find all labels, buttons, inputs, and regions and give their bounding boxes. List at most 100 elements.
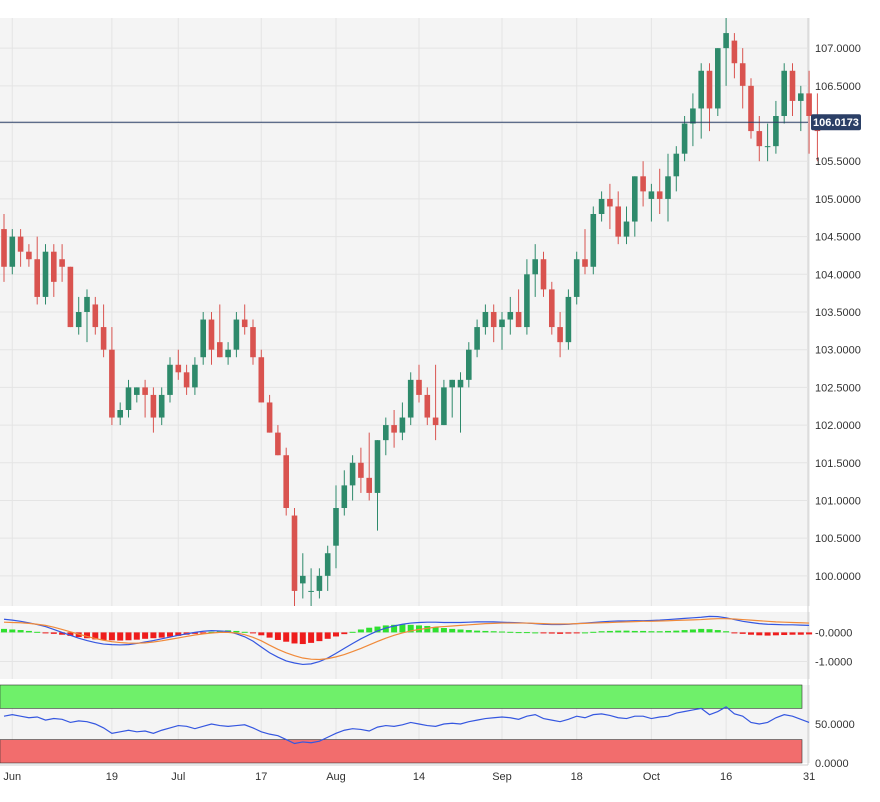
candle-body — [706, 70, 713, 109]
price-axis-tick-label: 106.5000 — [815, 81, 861, 93]
candle-body — [399, 417, 406, 433]
candle-body — [42, 251, 49, 297]
price-axis-tick-label: 100.0000 — [815, 571, 861, 583]
oscillator-histogram-bar — [806, 632, 813, 635]
oscillator-histogram-bar — [142, 632, 149, 639]
oscillator-histogram-bar — [739, 632, 746, 634]
time-axis-tick-label: 31 — [803, 771, 815, 783]
candle-body — [515, 312, 522, 328]
candle-body — [573, 259, 580, 297]
candle-body — [117, 410, 123, 418]
oscillator-histogram-bar — [391, 624, 398, 633]
oscillator-histogram-bar — [515, 632, 522, 634]
oscillator-histogram-bar — [274, 632, 281, 640]
candle-body — [366, 477, 372, 493]
oscillator-histogram-bar — [689, 629, 696, 633]
oscillator-histogram-bar — [532, 632, 539, 634]
price-axis-tick-label: 102.5000 — [815, 382, 861, 394]
candle-body — [125, 387, 132, 410]
rsi-series — [3, 706, 810, 745]
oscillator-histogram-bar — [299, 632, 306, 645]
oscillator-histogram-bar — [557, 632, 564, 634]
candle-body — [648, 191, 655, 199]
candle-body — [739, 63, 746, 86]
rsi-axis-tick-label: 50.0000 — [815, 719, 855, 731]
rsi-axis-tick-label: 0.0000 — [815, 758, 849, 770]
candle-body — [681, 123, 688, 154]
oscillator-histogram-bar — [440, 628, 447, 633]
oscillator-histogram-bar — [175, 632, 182, 636]
candle-body — [192, 364, 198, 388]
oscillator-histogram-bar — [673, 630, 680, 633]
candle-body — [92, 304, 99, 328]
candle-body — [217, 342, 223, 358]
time-axis-tick-label: 18 — [571, 771, 583, 783]
rsi-bands — [0, 684, 803, 764]
oscillator-histogram-bar — [781, 632, 788, 636]
price-axis-tick-label: 103.5000 — [815, 307, 861, 319]
oscillator-histogram-bar — [772, 632, 779, 636]
oscillator-histogram-bar — [167, 632, 173, 637]
candle-body — [549, 289, 555, 328]
candle-body — [507, 312, 514, 320]
oscillator-histogram-bar — [499, 631, 505, 633]
candlestick-series — [1, 18, 821, 606]
oscillator-histogram-bar — [374, 626, 381, 633]
rsi-oversold-band — [0, 739, 803, 764]
oscillator-histogram-bar — [216, 630, 223, 633]
oscillator-histogram-bar — [573, 632, 580, 634]
oscillator-histogram-bar — [133, 632, 140, 640]
time-axis-tick-label: Jun — [3, 771, 21, 783]
price-axis-tick-label: 105.5000 — [815, 156, 861, 168]
oscillator-histogram-bar — [432, 627, 439, 633]
candle-body — [59, 259, 65, 267]
candle-body — [183, 372, 190, 388]
current-price-badge: 106.0173 — [811, 114, 861, 131]
oscillator-histogram-bar — [67, 632, 74, 636]
price-axis-tick-label: 101.5000 — [815, 458, 861, 470]
oscillator-histogram-bar — [748, 632, 754, 635]
candle-body — [134, 387, 140, 395]
candle-body — [441, 387, 447, 426]
candle-body — [266, 402, 273, 433]
oscillator-histogram-bar — [449, 628, 456, 633]
oscillator-histogram-bar — [631, 630, 638, 633]
oscillator-histogram-bar — [92, 632, 99, 640]
candle-body — [715, 48, 721, 109]
oscillator-histogram-bar — [125, 632, 132, 641]
price-axis-labels: 100.0000 100.5000 101.0000 101.5000 102.0000… — [815, 43, 861, 583]
time-axis-tick-label: Oct — [643, 771, 660, 783]
oscillator-histogram-bar — [59, 632, 66, 635]
oscillator-histogram-bar — [590, 631, 597, 633]
oscillator-histogram-bar — [565, 632, 572, 634]
oscillator-histogram-bar — [316, 632, 323, 642]
candle-body — [241, 319, 248, 328]
oscillator-histogram-bar — [341, 632, 348, 635]
oscillator-histogram-bar — [482, 630, 489, 633]
oscillator-series — [1, 615, 813, 666]
oscillator-histogram-bar — [474, 630, 481, 633]
oscillator-histogram-bar — [640, 630, 647, 633]
price-axis-tick-label: 104.0000 — [815, 269, 861, 281]
candle-body — [391, 425, 397, 433]
candle-body — [499, 319, 505, 328]
oscillator-histogram-bar — [457, 629, 464, 633]
candle-body — [806, 93, 812, 116]
oscillator-histogram-bar — [150, 632, 157, 639]
candle-body — [673, 153, 680, 177]
oscillator-histogram-bar — [349, 631, 356, 633]
oscillator-histogram-bar — [665, 630, 671, 633]
oscillator-panel-background — [0, 612, 808, 679]
oscillator-histogram-bar — [108, 632, 115, 641]
oscillator-histogram-bar — [789, 632, 796, 635]
price-axis-tick-label: 102.0000 — [815, 420, 861, 432]
oscillator-histogram-bar — [42, 632, 49, 634]
oscillator-histogram-bar — [756, 632, 763, 636]
oscillator-histogram-bar — [382, 625, 389, 633]
oscillator-histogram-bar — [357, 629, 364, 633]
candle-body — [308, 590, 314, 592]
candle-body — [690, 108, 696, 124]
oscillator-signal-line — [3, 618, 810, 661]
oscillator-histogram-bar — [34, 631, 41, 633]
